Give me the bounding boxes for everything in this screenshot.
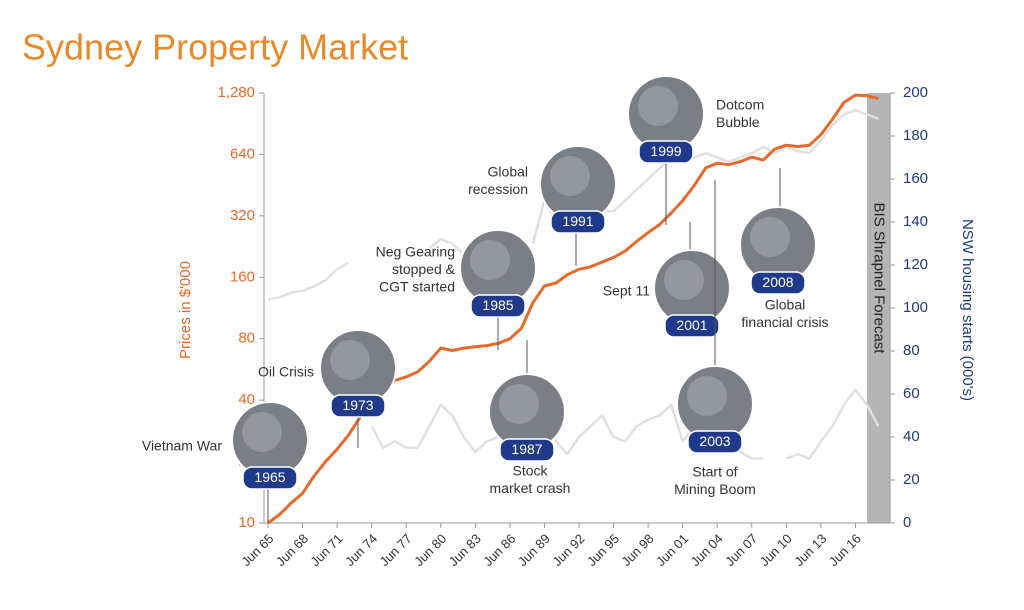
x-tick-label: Jun 83: [446, 531, 484, 569]
x-tick-label: Jun 89: [515, 531, 553, 569]
x-tick-label: Jun 74: [342, 531, 380, 569]
event-photo-shade: [330, 340, 370, 380]
year-badge-label: 2003: [699, 433, 730, 449]
year-badge: [638, 140, 694, 164]
year-badge: [750, 271, 806, 295]
year-badge: [664, 314, 720, 338]
x-tick-label: Jun 77: [377, 531, 415, 569]
year-badge: [242, 466, 298, 490]
event-caption: Oil Crisis: [258, 364, 314, 380]
event-caption: Vietnam War: [142, 438, 222, 454]
event-caption: Global: [488, 164, 528, 180]
year-badge: [550, 210, 606, 234]
x-tick-label: Jun 07: [722, 531, 760, 569]
y2-axis-title: NSW housing starts (000's): [959, 219, 976, 401]
x-tick-label: Jun 71: [307, 531, 345, 569]
event-photo-shade: [470, 240, 510, 280]
y2-tick-label: 100: [903, 299, 928, 316]
event-photo-shade: [499, 384, 539, 424]
x-tick-label: Jun 68: [273, 531, 311, 569]
event-caption: Sept 11: [603, 283, 650, 299]
year-badge-label: 2008: [762, 274, 793, 290]
event-caption: Start of: [692, 464, 737, 480]
y-axis-title: Prices in $'000: [177, 261, 194, 359]
y2-tick-label: 200: [903, 84, 928, 101]
chart-title: Sydney Property Market: [22, 27, 408, 68]
year-badge: [499, 438, 555, 462]
y2-tick-label: 140: [903, 213, 928, 230]
event-photo-shade: [687, 376, 727, 416]
x-tick-label: Jun 65: [238, 531, 276, 569]
event-caption: Stock: [512, 463, 548, 479]
x-tick-label: Jun 80: [411, 531, 449, 569]
year-badge-label: 2001: [676, 317, 707, 333]
x-tick-label: Jun 86: [480, 531, 518, 569]
year-badge: [470, 294, 526, 318]
y2-tick-label: 40: [903, 428, 920, 445]
x-tick-label: Jun 04: [688, 531, 726, 569]
x-tick-label: Jun 98: [618, 531, 656, 569]
year-badge: [330, 394, 386, 418]
y2-tick-label: 180: [903, 127, 928, 144]
y2-tick-label: 60: [903, 385, 920, 402]
event-photo-shade: [242, 412, 282, 452]
y-tick-label: 80: [238, 330, 255, 347]
event-caption: Bubble: [716, 114, 760, 130]
year-badge-label: 1991: [562, 213, 593, 229]
forecast-label: BIS Shrapnel Forecast: [871, 203, 888, 355]
x-tick-label: Jun 95: [584, 531, 622, 569]
event-caption: recession: [468, 181, 528, 197]
event-photo-shade: [638, 86, 678, 126]
y2-tick-label: 80: [903, 342, 920, 359]
event-caption: CGT started: [379, 279, 455, 295]
series-line: [370, 388, 880, 460]
event-caption: Dotcom: [716, 97, 764, 113]
event-caption: stopped &: [392, 261, 456, 277]
y-tick-label: 10: [238, 514, 255, 531]
event-caption: Mining Boom: [674, 481, 756, 497]
y2-tick-label: 120: [903, 256, 928, 273]
y-tick-label: 1,280: [217, 84, 255, 101]
y-tick-label: 160: [230, 268, 255, 285]
year-badge-label: 1999: [650, 143, 681, 159]
event-caption: financial crisis: [741, 314, 828, 330]
year-badge-label: 1987: [511, 441, 542, 457]
event-caption: Neg Gearing: [376, 244, 455, 260]
year-badge-label: 1973: [342, 397, 373, 413]
year-badge: [687, 430, 743, 454]
y-tick-label: 640: [230, 145, 255, 162]
x-tick-label: Jun 10: [757, 531, 795, 569]
year-badge-label: 1985: [482, 297, 513, 313]
y2-tick-label: 0: [903, 514, 911, 531]
y2-tick-label: 160: [903, 170, 928, 187]
event-caption: market crash: [490, 480, 571, 496]
x-tick-label: Jun 01: [653, 531, 691, 569]
event-photo-shade: [750, 217, 790, 257]
x-tick-label: Jun 92: [549, 531, 587, 569]
event-photo-shade: [664, 260, 704, 300]
event-caption: Global: [765, 297, 805, 313]
year-badge-label: 1965: [254, 469, 285, 485]
x-tick-label: Jun 13: [791, 531, 829, 569]
y-tick-label: 320: [230, 207, 255, 224]
x-tick-label: Jun 16: [826, 531, 864, 569]
y-tick-label: 40: [238, 391, 255, 408]
event-photo-shade: [550, 156, 590, 196]
y2-tick-label: 20: [903, 471, 920, 488]
